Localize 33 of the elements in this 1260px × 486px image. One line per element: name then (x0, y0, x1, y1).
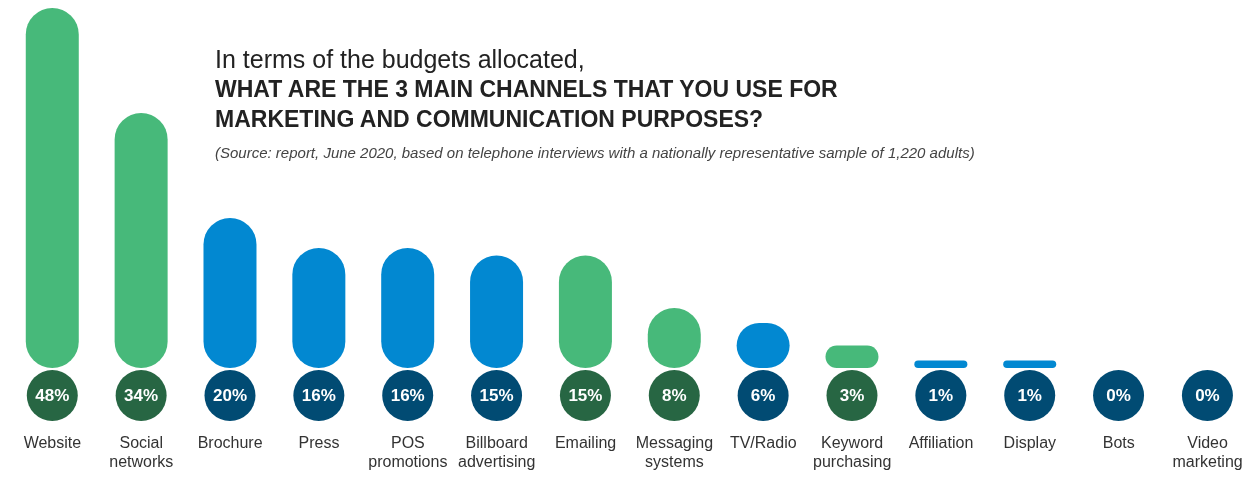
x-tick-label: Press (298, 434, 340, 451)
x-tick-label: Messaging systems (635, 434, 714, 470)
data-label: 6% (750, 386, 776, 405)
x-tick-label: Billboard advertising (458, 434, 536, 470)
x-tick-label: Keyword purchasing (813, 434, 892, 470)
data-label: 3% (839, 386, 865, 405)
data-label: 48% (35, 386, 70, 405)
bar (1003, 360, 1057, 368)
x-tick-label: TV/Radio (729, 434, 797, 451)
x-tick-label: Bots (1102, 434, 1135, 451)
text: In terms of the budgets allocated, (215, 44, 586, 74)
x-tick-label: POS promotions (368, 434, 448, 470)
x-tick-label: Video marketing (1172, 434, 1243, 470)
text: WHAT ARE THE 3 MAIN CHANNELS THAT YOU USE FOR MARKETING AND COMMUNICATION PURPOSES? (215, 75, 839, 134)
data-label: 1% (928, 386, 954, 405)
data-label: 15% (568, 386, 603, 405)
x-tick-label: Social networks (109, 434, 174, 470)
data-label: 34% (124, 386, 159, 405)
x-tick-label: Website (23, 434, 82, 451)
x-tick-label: Display (1003, 434, 1057, 451)
data-label: 16% (301, 386, 336, 405)
bar (914, 360, 968, 368)
data-label: 0% (1195, 386, 1220, 405)
data-label: 8% (661, 386, 687, 405)
data-label: 1% (1017, 386, 1042, 405)
x-tick-label: Affiliation (908, 434, 974, 451)
x-tick-label: Emailing (554, 434, 617, 451)
data-label: 16% (390, 386, 425, 405)
annotation: (Source: report, June 2020, based on telephone interviews with a nationally representative sample of 1,220 adults) (215, 144, 975, 161)
data-label: 0% (1106, 386, 1131, 405)
data-label: 20% (212, 386, 247, 405)
data-label: 15% (479, 386, 514, 405)
x-tick-label: Brochure (197, 434, 263, 451)
